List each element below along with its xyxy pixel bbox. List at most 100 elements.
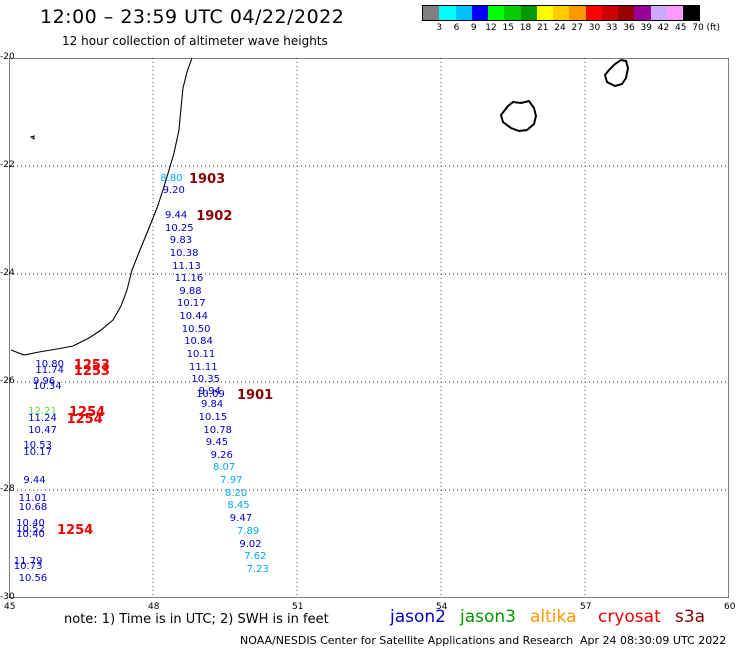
legend-altika: altika <box>530 607 577 627</box>
wave-height-value: 12.21 <box>28 406 57 418</box>
color-scale-label: 6 <box>453 23 460 33</box>
pass-time-label: 1253 <box>73 357 110 373</box>
pass-time-label: 1902 <box>196 209 233 225</box>
wave-height-value: 10.50 <box>181 323 211 335</box>
color-scale-label: 27 <box>571 23 583 33</box>
color-scale-swatch <box>504 6 521 20</box>
wave-height-value: 9.44 <box>23 474 46 486</box>
color-scale-label: 30 <box>588 23 601 33</box>
wave-height-value: 7.23 <box>246 564 269 575</box>
pass-time-label: 1254 <box>66 411 103 427</box>
color-scale-swatch <box>423 6 440 20</box>
pass-time-label: 1254 <box>57 522 94 538</box>
color-scale-label: 36 <box>623 23 635 33</box>
legend-cryosat: cryosat <box>598 607 661 627</box>
wave-height-value: 10.44 <box>179 310 209 322</box>
wave-height-value: 9.94 <box>198 385 221 397</box>
wave-height-value: 10.52 <box>16 523 45 535</box>
wave-height-value: 7.62 <box>244 551 267 563</box>
lat-label: -22 <box>0 160 15 170</box>
lat-label: -20 <box>0 52 15 62</box>
color-scale-swatch <box>666 6 683 20</box>
chart-title: 12:00 – 23:59 UTC 04/22/2022 <box>40 6 345 28</box>
color-scale-label: 12 <box>485 23 497 33</box>
color-scale-boxes <box>422 5 701 21</box>
wave-height-value: 10.47 <box>28 424 57 436</box>
color-scale-label: 9 <box>470 23 477 33</box>
pass-time-label: 1903 <box>189 171 226 187</box>
color-scale-swatch <box>471 6 488 20</box>
wave-height-value: 9.20 <box>162 184 185 196</box>
color-scale-label: 39 <box>640 23 652 33</box>
madagascar-coastline <box>10 58 193 356</box>
legend-s3a: s3a <box>675 607 706 627</box>
color-scale-swatch <box>618 6 635 20</box>
wave-height-value: 9.84 <box>201 399 224 411</box>
lat-label: -26 <box>0 376 15 386</box>
wave-height-value: 10.17 <box>177 298 206 310</box>
wave-height-value: 10.15 <box>198 411 228 423</box>
lon-label: 60 <box>724 602 736 612</box>
color-scale-label: 33 <box>606 23 618 33</box>
wave-height-value: 10.17 <box>23 446 53 458</box>
wave-height-value: 10.53 <box>23 439 53 451</box>
wave-height-value: 10.80 <box>35 358 65 370</box>
wave-height-value: 10.25 <box>165 222 194 234</box>
wave-height-value: 11.11 <box>189 361 218 373</box>
wave-height-value: 10.73 <box>13 561 43 573</box>
pass-time-label: 1253 <box>73 364 110 380</box>
map-canvas <box>9 58 729 598</box>
wave-height-value: 10.40 <box>16 528 45 540</box>
wave-height-value: 8.80 <box>160 172 183 184</box>
wave-height-value: 10.78 <box>203 424 233 436</box>
legend-jason2: jason2 <box>390 607 446 627</box>
lon-label: 54 <box>436 602 448 612</box>
color-scale-swatch <box>585 6 602 20</box>
lat-label: -30 <box>0 592 15 602</box>
color-scale-swatch <box>455 6 472 20</box>
pass-time-label: 1254 <box>69 405 106 421</box>
wave-height-value: 9.02 <box>239 538 262 550</box>
color-scale-swatch <box>634 6 651 20</box>
lon-label: 57 <box>580 602 592 612</box>
color-scale-label: 24 <box>554 23 566 33</box>
lon-label: 45 <box>4 602 16 612</box>
color-scale-legend: 3 6 9 12 15 18 21 24 27 30 33 36 39 42 45 70 (ft) <box>422 5 720 33</box>
wave-height-value: 8.07 <box>213 462 236 474</box>
wave-height-value: 11.16 <box>174 272 204 284</box>
islet-shape <box>29 135 35 140</box>
lat-label: -24 <box>0 268 15 278</box>
lon-label: 51 <box>292 602 304 612</box>
map-frame <box>9 58 729 598</box>
wave-height-value: 8.20 <box>225 487 248 499</box>
color-scale-label: 15 <box>502 23 514 33</box>
wave-height-value: 9.83 <box>169 235 193 247</box>
wave-height-value: 10.56 <box>18 572 48 584</box>
wave-height-value: 10.11 <box>186 349 216 361</box>
wave-height-value: 7.89 <box>237 525 260 537</box>
wave-height-value: 10.34 <box>33 381 62 393</box>
color-scale-unit: (ft) <box>706 23 721 33</box>
color-scale-swatch <box>650 6 667 20</box>
wave-height-value: 9.96 <box>33 376 56 388</box>
color-scale-label: 70 <box>692 23 704 33</box>
wave-height-value: 10.84 <box>184 336 213 348</box>
color-scale-swatch <box>520 6 537 20</box>
footer-note: note: 1) Time is in UTC; 2) SWH is in fe… <box>64 612 329 627</box>
wave-height-value: 10.09 <box>196 388 225 400</box>
wave-height-value: 10.40 <box>16 518 45 530</box>
wave-height-value: 9.47 <box>229 512 253 524</box>
credit-line: NOAA/NESDIS Center for Satellite Applica… <box>240 634 574 647</box>
wave-height-value: 9.44 <box>165 210 188 222</box>
lat-lon-grid <box>9 58 729 598</box>
pass-time-label: 1901 <box>237 387 274 403</box>
color-scale-swatch <box>601 6 618 20</box>
reunion-island <box>499 99 538 133</box>
mauritius-island <box>603 58 630 88</box>
color-scale-swatch <box>683 6 700 20</box>
wave-height-value: 9.26 <box>210 450 233 462</box>
wave-height-value: 11.74 <box>35 365 65 377</box>
legend-jason3: jason3 <box>460 607 516 627</box>
wave-height-value: 11.13 <box>172 260 201 272</box>
chart-subtitle: 12 hour collection of altimeter wave hei… <box>62 34 328 48</box>
